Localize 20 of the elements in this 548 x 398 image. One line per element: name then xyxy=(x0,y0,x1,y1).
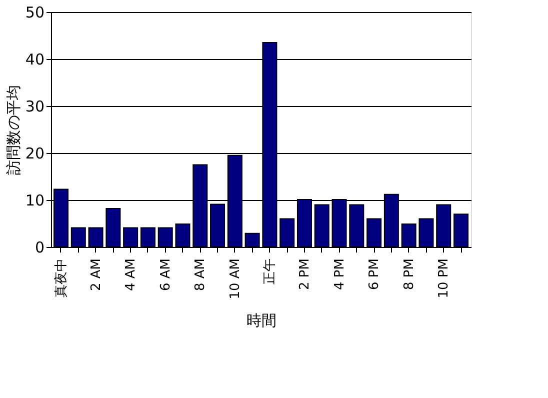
x-tick-label: 8 AM xyxy=(193,258,208,292)
y-tick-label: 10 xyxy=(25,192,44,210)
x-tick-label: 4 AM xyxy=(124,258,139,292)
x-tick-label: 8 PM xyxy=(402,258,417,290)
x-tick-label: 10 PM xyxy=(436,258,452,298)
y-tick-label: 50 xyxy=(25,4,44,22)
y-tick-label: 20 xyxy=(25,144,44,162)
y-axis-title: 訪問数の平均 xyxy=(4,85,22,175)
x-tick-label: 4 PM xyxy=(332,258,348,290)
y-tick-label: 0 xyxy=(34,238,44,256)
x-tick-label: 真夜中 xyxy=(53,258,69,298)
x-tick-label: 6 PM xyxy=(367,258,382,290)
x-axis-title: 時間 xyxy=(246,311,276,330)
y-tick-label: 30 xyxy=(25,98,44,116)
x-tick-label: 10 AM xyxy=(228,258,243,300)
x-tick-label: 2 PM xyxy=(297,258,312,290)
x-tick-label: 正午 xyxy=(262,258,278,284)
y-tick-label: 40 xyxy=(25,50,44,68)
x-tick-label: 6 AM xyxy=(158,258,174,292)
x-tick-label: 2 AM xyxy=(88,258,104,292)
